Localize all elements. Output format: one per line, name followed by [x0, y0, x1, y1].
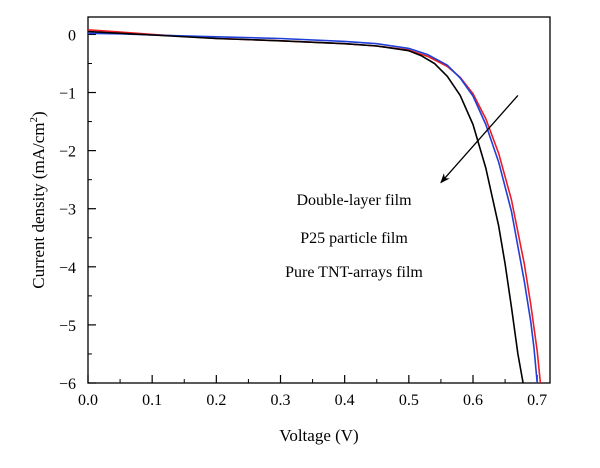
legend-item-tnt: Pure TNT-arrays film	[285, 264, 423, 281]
y-tick-label: −5	[59, 318, 76, 335]
x-tick-label: 0.6	[463, 392, 483, 409]
trend-arrow	[440, 94, 519, 184]
y-axis-title-main: Current density (mA/cm	[29, 122, 48, 288]
x-axis-ticks: 0.0 0.1 0.2 0.3 0.4 0.5 0.6 0.7	[78, 375, 547, 409]
legend-item-p25: P25 particle film	[300, 230, 408, 247]
series-line-2	[87, 30, 524, 384]
y-tick-label: −3	[59, 202, 76, 219]
y-axis-ticks: 0 −1 −2 −3 −4 −5 −6	[59, 27, 96, 393]
y-tick-label: −1	[59, 86, 76, 103]
x-tick-label: 0.5	[399, 392, 419, 409]
x-tick-label: 0.3	[271, 392, 291, 409]
series-layer	[87, 29, 542, 384]
plot-frame	[87, 16, 551, 384]
series-line-1	[87, 32, 538, 384]
y-tick-label: 0	[68, 27, 76, 44]
legend-item-double-layer: Double-layer film	[296, 192, 412, 209]
x-tick-label: 0.4	[335, 392, 355, 409]
y-axis-title-close: )	[29, 111, 48, 117]
y-tick-label: −4	[59, 260, 76, 277]
y-tick-label: −6	[59, 376, 76, 393]
x-tick-label: 0.7	[527, 392, 547, 409]
y-axis-title-superscript: 2	[28, 117, 40, 123]
y-axis-title: Current density (mA/cm2)	[28, 111, 48, 288]
x-tick-label: 0.0	[78, 392, 98, 409]
x-tick-label: 0.1	[142, 392, 162, 409]
x-axis-title: Voltage (V)	[279, 426, 358, 445]
y-tick-label: −2	[59, 144, 76, 161]
x-tick-label: 0.2	[206, 392, 226, 409]
